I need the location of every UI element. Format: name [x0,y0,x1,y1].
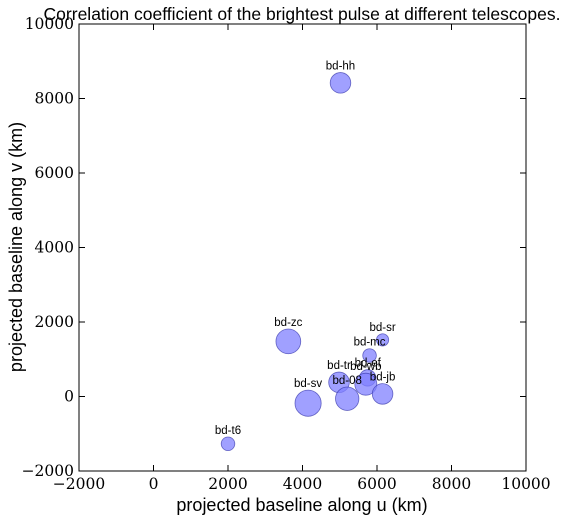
y-tick-label: 8000 [35,90,74,108]
ticks-layer: −2000 0 2000 4000 6000 8000 10000 −2000 0 2000 400… [22,15,551,493]
scatter-point [220,436,236,452]
scatter-point [335,386,360,411]
point-label: bd-ef [355,358,382,370]
y-tick-label: −2000 [22,462,74,480]
point-label: bd-t6 [215,425,241,437]
x-tick-label: 4000 [283,475,322,493]
x-tick-label: 10000 [501,475,550,493]
point-label: bd-sv [294,378,322,390]
point-label: bd-tr [327,360,351,372]
point-label: bd-zc [274,317,302,329]
y-axis-label: projected baseline along v (km) [6,122,26,372]
x-tick-label: 8000 [432,475,471,493]
x-tick-label: 6000 [357,475,396,493]
scatter-point [275,328,302,355]
chart-title: Correlation coefficient of the brightest… [44,4,561,24]
x-tick-label: −2000 [53,475,105,493]
scatter-point [376,333,390,347]
point-label: bd-hh [326,61,355,73]
point-label: bd-sr [369,322,395,334]
y-tick-label: 4000 [35,239,74,257]
x-tick-label: 0 [149,475,159,493]
x-tick-label: 2000 [208,475,247,493]
point-label: bd-jb [370,372,396,384]
scatter-point [362,348,377,363]
scatter-point [294,389,322,417]
y-tick-label: 0 [64,388,74,406]
point-label: bd-wb [350,361,381,373]
point-label: bd-mc [354,337,386,349]
scatter-point [371,383,394,405]
y-tick-label: 2000 [35,313,74,331]
y-tick-label: 10000 [25,15,74,33]
points-layer [220,72,394,452]
y-tick-label: 6000 [35,164,74,182]
point-label: bd-08 [332,375,361,387]
x-axis-label: projected baseline along u (km) [176,495,427,515]
scatter-point [354,372,378,396]
scatter-point [329,72,352,94]
